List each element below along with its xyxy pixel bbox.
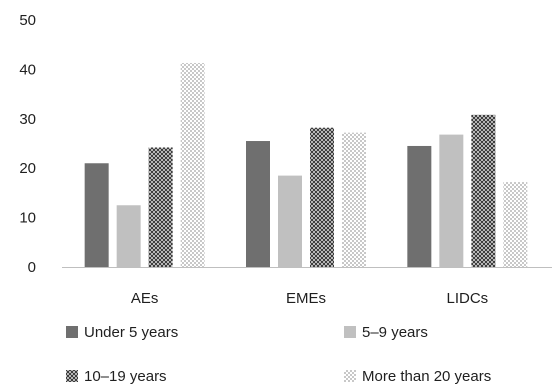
x-axis: AEs EMEs LIDCs bbox=[62, 267, 552, 307]
legend-swatch bbox=[66, 370, 78, 382]
y-tick-label: 10 bbox=[19, 210, 36, 227]
y-tick-label: 40 bbox=[19, 61, 36, 78]
y-axis: 0 10 20 30 40 50 bbox=[19, 12, 36, 276]
bar-lidcs-series-3 bbox=[503, 182, 528, 267]
bar-lidcs-series-0 bbox=[407, 145, 432, 267]
bar-emes-series-1 bbox=[278, 175, 302, 267]
x-category-label: AEs bbox=[131, 290, 159, 307]
bar-aes-series-3 bbox=[180, 62, 205, 268]
bar-emes-series-3 bbox=[342, 132, 366, 267]
legend-label: Under 5 years bbox=[84, 324, 178, 341]
y-tick-label: 30 bbox=[19, 111, 36, 128]
legend-swatch bbox=[66, 326, 78, 338]
bar-emes-series-0 bbox=[246, 141, 270, 267]
legend: Under 5 years 5–9 years 10–19 years More th… bbox=[66, 324, 491, 385]
bar-aes-series-1 bbox=[116, 205, 141, 267]
legend-swatch bbox=[344, 326, 356, 338]
bar-aes-series-0 bbox=[84, 163, 109, 267]
legend-swatch bbox=[344, 370, 356, 382]
legend-label: More than 20 years bbox=[362, 368, 491, 385]
bar-lidcs-series-2 bbox=[471, 114, 496, 268]
bar-emes-series-2 bbox=[310, 127, 334, 267]
legend-label: 10–19 years bbox=[84, 368, 167, 385]
bars bbox=[84, 62, 528, 268]
y-tick-label: 20 bbox=[19, 160, 36, 177]
bar-lidcs-series-1 bbox=[439, 134, 464, 267]
legend-label: 5–9 years bbox=[362, 324, 428, 341]
y-tick-label: 0 bbox=[28, 259, 36, 276]
x-category-label: EMEs bbox=[286, 290, 326, 307]
bar-aes-series-2 bbox=[148, 147, 173, 267]
y-tick-label: 50 bbox=[19, 12, 36, 29]
x-category-label: LIDCs bbox=[446, 290, 488, 307]
